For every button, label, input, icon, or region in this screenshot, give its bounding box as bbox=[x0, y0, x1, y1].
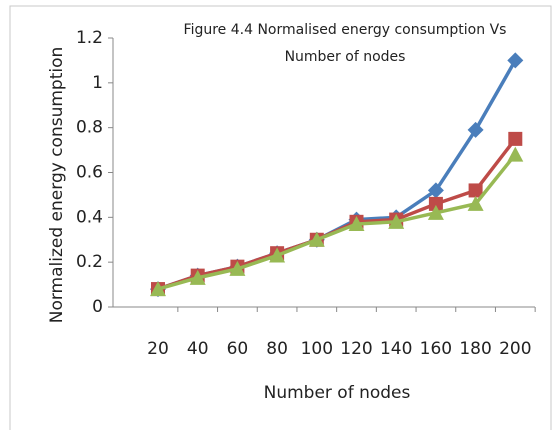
series-line bbox=[157, 137, 517, 291]
marker bbox=[269, 247, 286, 263]
x-tick-label: 20 bbox=[147, 339, 169, 359]
chart-title: Number of nodes bbox=[285, 49, 406, 65]
x-tick-label: 200 bbox=[499, 339, 531, 359]
marker bbox=[467, 121, 484, 138]
chart-frame bbox=[9, 5, 552, 430]
x-axis-label: Number of nodes bbox=[264, 383, 411, 403]
marker bbox=[467, 195, 484, 211]
marker bbox=[428, 196, 443, 211]
x-tick-label: 100 bbox=[301, 339, 333, 359]
series-line bbox=[157, 59, 517, 291]
x-tick-label: 40 bbox=[187, 339, 209, 359]
x-tick-label: 80 bbox=[266, 339, 288, 359]
marker bbox=[468, 183, 483, 198]
marker bbox=[150, 281, 166, 297]
y-axis-label: Normalized energy consumption bbox=[47, 47, 67, 324]
x-tick-label: 160 bbox=[420, 339, 452, 359]
x-tick-label: 140 bbox=[380, 339, 412, 359]
chart-title: Figure 4.4 Normalised energy consumption… bbox=[184, 22, 507, 38]
y-tick-label: 1.2 bbox=[76, 28, 103, 48]
y-tick-label: 0.8 bbox=[76, 118, 103, 138]
marker bbox=[388, 213, 405, 229]
marker bbox=[427, 182, 444, 199]
marker bbox=[507, 146, 524, 162]
y-tick-label: 1 bbox=[92, 73, 103, 93]
marker bbox=[308, 231, 325, 247]
marker bbox=[348, 216, 365, 232]
y-tick-label: 0.4 bbox=[76, 207, 103, 227]
x-tick-label: 60 bbox=[227, 339, 249, 359]
x-tick-label: 180 bbox=[459, 339, 491, 359]
marker bbox=[508, 131, 523, 146]
series-line bbox=[157, 153, 517, 291]
y-tick-label: 0 bbox=[92, 297, 103, 317]
marker bbox=[189, 269, 206, 285]
y-tick-label: 0.2 bbox=[76, 252, 103, 272]
marker bbox=[229, 260, 246, 276]
marker bbox=[427, 204, 444, 220]
y-tick-label: 0.6 bbox=[76, 163, 103, 183]
marker bbox=[507, 52, 524, 69]
x-tick-label: 120 bbox=[340, 339, 372, 359]
